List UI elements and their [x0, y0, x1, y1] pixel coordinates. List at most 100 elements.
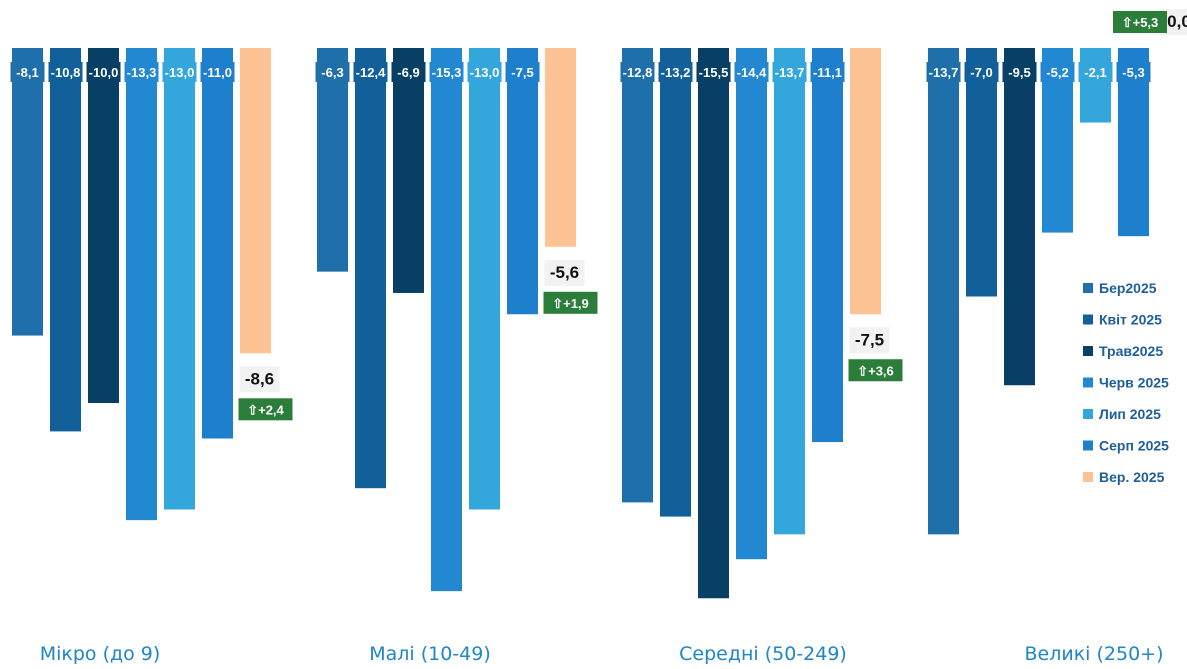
legend-item: Бер2025 — [1083, 280, 1157, 296]
data-label: -15,3 — [429, 62, 464, 82]
legend-item: Черв 2025 — [1083, 375, 1169, 391]
change-badge-box — [543, 291, 598, 314]
bar — [966, 48, 997, 297]
data-label-text: -10,0 — [89, 65, 119, 80]
data-label-text: -11,1 — [813, 65, 842, 80]
data-label: -2,1 — [1078, 62, 1113, 82]
data-label-latest-text: -5,6 — [550, 263, 579, 282]
legend-swatch — [1083, 283, 1093, 293]
bar — [469, 48, 500, 510]
legend-item: Лип 2025 — [1083, 406, 1161, 422]
change-badge-text: ⇧+5,3 — [1122, 15, 1159, 30]
data-label-box — [391, 62, 426, 82]
data-label: -11,0 — [200, 62, 235, 82]
data-label-text: -8,1 — [16, 65, 38, 80]
bar — [1080, 48, 1111, 123]
category-label: Середні (50-249) — [679, 643, 847, 665]
data-label-box — [696, 62, 731, 82]
data-label-text: -9,5 — [1008, 65, 1030, 80]
change-badge: ⇧+1,9 — [543, 291, 598, 314]
data-label-text: -13,7 — [929, 65, 959, 80]
data-label: -9,5 — [1002, 62, 1037, 82]
legend-label: Вер. 2025 — [1099, 469, 1165, 485]
legend-item: Трав2025 — [1083, 343, 1163, 359]
change-badge: ⇧+3,6 — [848, 359, 903, 382]
data-label-box — [1078, 62, 1113, 82]
data-label-latest: -7,5 — [849, 327, 890, 354]
bar — [850, 48, 881, 315]
data-label: -13,0 — [162, 62, 197, 82]
data-label-box — [162, 62, 197, 82]
bar — [164, 48, 195, 510]
data-label-text: -13,7 — [775, 65, 805, 80]
legend-item: Серп 2025 — [1083, 438, 1169, 454]
change-badge-text: ⇧+3,6 — [857, 363, 894, 378]
change-badge: ⇧+2,4 — [238, 398, 293, 421]
data-label: -13,3 — [124, 62, 159, 82]
data-label: -13,0 — [467, 62, 502, 82]
data-label-text: -15,3 — [432, 65, 462, 80]
legend-label: Лип 2025 — [1099, 406, 1161, 422]
category-label: Малі (10-49) — [369, 643, 491, 665]
data-label-latest-box — [239, 366, 280, 393]
data-label-box — [658, 62, 693, 82]
data-label: -10,8 — [48, 62, 83, 82]
category-label: Мікро (до 9) — [40, 643, 161, 665]
bar — [736, 48, 767, 560]
legend-label: Квіт 2025 — [1099, 312, 1162, 328]
data-label-text: -12,4 — [356, 65, 386, 80]
data-label: -6,3 — [315, 62, 350, 82]
data-label-text: -10,8 — [51, 65, 81, 80]
data-label-text: -5,2 — [1046, 65, 1068, 80]
bar — [545, 48, 576, 247]
bar — [1004, 48, 1035, 386]
data-label: -5,3 — [1116, 62, 1151, 82]
data-label-text: -2,1 — [1084, 65, 1106, 80]
category-label: Великі (250+) — [1024, 643, 1163, 665]
value-labels-layer: -8,1 -10,8 -10,0 -13,3 -13,0 -11,0 -8,6 ⇧+2,4 -6… — [10, 9, 1187, 421]
data-label-box — [620, 62, 655, 82]
bar — [50, 48, 81, 432]
bar — [507, 48, 538, 315]
bar — [12, 48, 43, 336]
bar — [774, 48, 805, 535]
data-label-text: -6,3 — [321, 65, 343, 80]
data-label-text: -7,5 — [511, 65, 533, 80]
data-label-box — [926, 62, 961, 82]
data-label-box — [467, 62, 502, 82]
legend-swatch — [1083, 314, 1093, 325]
data-label-latest-box — [544, 259, 585, 286]
data-label: -7,0 — [964, 62, 999, 82]
data-label-text: -14,4 — [737, 65, 767, 80]
data-label-text: -7,0 — [970, 65, 992, 80]
data-label-box — [772, 62, 807, 82]
data-label: -13,7 — [926, 62, 961, 82]
data-label-latest: -5,6 — [544, 259, 585, 286]
data-label-box — [48, 62, 83, 82]
data-label-box — [429, 62, 464, 82]
data-label-text: -5,3 — [1122, 65, 1144, 80]
legend-label: Бер2025 — [1099, 280, 1157, 296]
bar — [202, 48, 233, 439]
legend-swatch — [1083, 440, 1093, 451]
bars-layer — [12, 48, 1149, 599]
bar — [660, 48, 691, 517]
bar — [431, 48, 462, 592]
data-label: -12,8 — [620, 62, 655, 82]
data-label-box — [353, 62, 388, 82]
bar — [240, 48, 271, 354]
data-label: -13,2 — [658, 62, 693, 82]
data-label: -6,9 — [391, 62, 426, 82]
legend: Бер2025 Квіт 2025 Трав2025 Черв 2025 Лип 202… — [1083, 280, 1169, 485]
data-label-box — [810, 62, 845, 82]
change-badge-box — [1113, 11, 1167, 33]
data-label-text: -6,9 — [397, 65, 419, 80]
data-label-box — [200, 62, 235, 82]
data-label-box — [315, 62, 350, 82]
bar — [928, 48, 959, 535]
change-badge-box — [238, 398, 293, 421]
legend-item: Вер. 2025 — [1083, 469, 1165, 485]
data-label-text: -13,3 — [127, 65, 157, 80]
legend-swatch — [1083, 409, 1093, 419]
data-label-text: -13,0 — [165, 65, 195, 80]
